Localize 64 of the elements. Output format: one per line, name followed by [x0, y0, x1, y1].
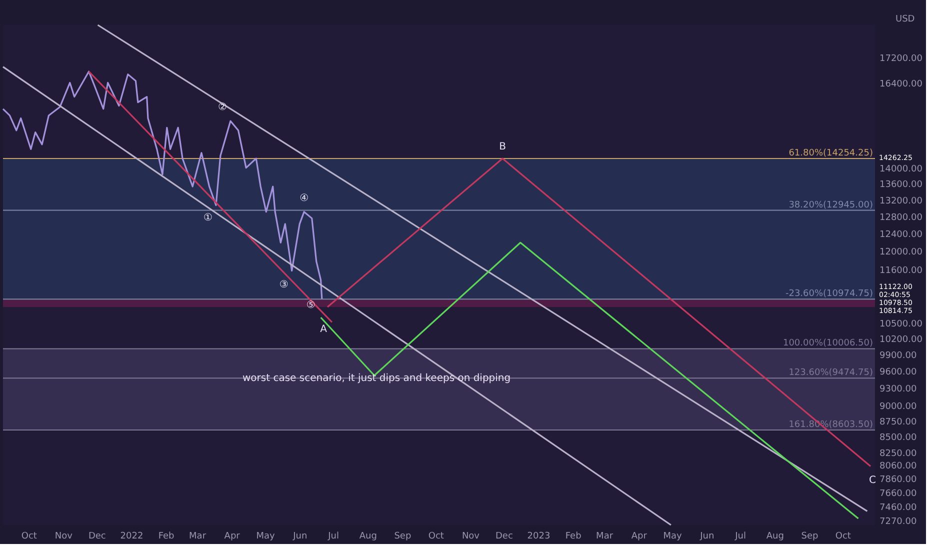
y-tick-label: 8500.00	[880, 432, 917, 443]
x-tick-label: Dec	[495, 532, 513, 542]
x-tick-label: 2022	[120, 532, 144, 542]
y-tick-label: 14000.00	[880, 164, 923, 175]
annotation: B	[499, 141, 506, 152]
x-tick-label: May	[256, 532, 276, 542]
x-tick-label: Jun	[699, 532, 714, 542]
x-tick-label: Jul	[327, 532, 339, 542]
x-tick-label: Oct	[428, 532, 444, 542]
y-tick-label: 12800.00	[880, 212, 923, 223]
y-tick-label: 12000.00	[880, 248, 923, 258]
y-tick-label: 8060.00	[880, 462, 917, 472]
x-tick-label: 2023	[527, 532, 550, 542]
annotation: ③	[279, 280, 288, 291]
x-tick-label: Mar	[189, 532, 206, 542]
y-tick-label: 9900.00	[880, 350, 917, 361]
annotation: worst case scenario, it just dips and keeps on dipping	[242, 373, 511, 384]
y-tick-label: 7860.00	[880, 475, 917, 486]
y-tick-label: 9300.00	[880, 384, 917, 395]
ref-line-label: 38.20%(12945.00)	[788, 200, 873, 210]
x-tick-label: Jun	[292, 532, 308, 542]
ref-line-label: -23.60%(10974.75)	[785, 289, 873, 300]
annotation: A	[320, 324, 328, 335]
x-tick-label: Oct	[21, 532, 38, 542]
x-tick-label: Aug	[359, 532, 377, 542]
y-tick-label: 11600.00	[880, 266, 923, 276]
x-tick-label: Aug	[766, 532, 784, 542]
x-tick-label: May	[663, 532, 683, 542]
y-tick-label: 13200.00	[880, 196, 923, 206]
annotation: ⑤	[306, 300, 316, 311]
y-tick-label: 9000.00	[880, 402, 917, 412]
x-tick-label: Nov	[54, 532, 74, 542]
annotation: ④	[300, 192, 309, 204]
line-series	[2, 70, 323, 300]
y-tick-label: 7460.00	[880, 503, 917, 514]
x-tick-label: Nov	[462, 532, 480, 542]
y-tick-label: 16400.00	[880, 80, 923, 90]
y-tick-label: 13600.00	[880, 180, 923, 190]
x-tick-label: Dec	[88, 532, 106, 542]
y-tick-label: 7270.00	[880, 517, 917, 528]
annotation: ①	[204, 212, 212, 224]
x-tick-label: Apr	[631, 532, 648, 542]
x-tick-label: Mar	[596, 532, 614, 542]
y-tick-label: 17200.00	[880, 54, 923, 64]
y-tick-label: 10500.00	[880, 319, 923, 330]
x-tick-label: Apr	[224, 532, 240, 542]
y-tick-label: 8750.00	[880, 417, 917, 428]
x-tick-label: Sep	[394, 532, 412, 542]
annotation: C	[869, 475, 876, 486]
x-tick-label: Oct	[835, 532, 852, 542]
ref-line-label: 61.80%(14254.25)	[788, 148, 873, 158]
x-tick-label: Feb	[565, 532, 582, 542]
y-tick-label: 8250.00	[880, 449, 917, 460]
x-tick-label: Feb	[158, 532, 175, 542]
y-tick-label: 12400.00	[880, 230, 923, 240]
ref-line-label: 123.60%(9474.75)	[788, 368, 873, 378]
y-axis-title: USD	[896, 14, 915, 24]
annotation: ②	[218, 102, 227, 114]
y-tick-label: 7660.00	[880, 488, 917, 499]
y-tick-label: 10200.00	[880, 334, 923, 345]
ref-line-label: 100.00%(10006.50)	[782, 338, 873, 349]
y-tick-label: 9600.00	[880, 368, 917, 378]
x-tick-label: Jul	[734, 532, 746, 542]
x-tick-label: Sep	[801, 532, 818, 542]
